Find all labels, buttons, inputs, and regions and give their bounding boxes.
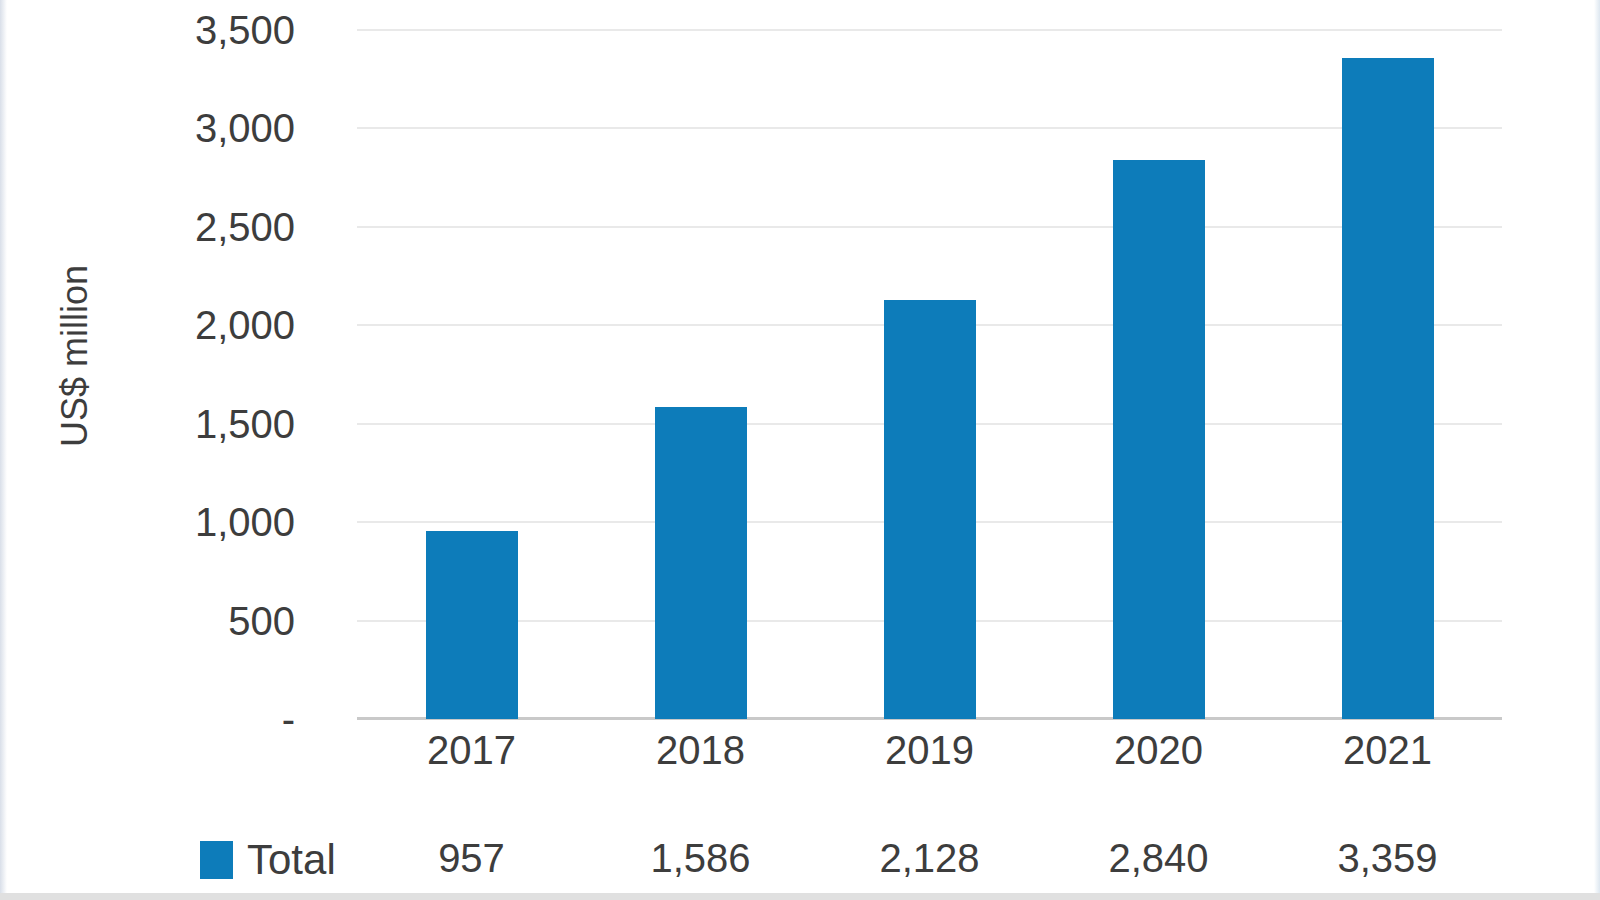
card-border-right (1594, 0, 1600, 900)
bar-2018 (655, 407, 747, 719)
bar-2020 (1113, 160, 1205, 719)
x-tick-label-2020: 2020 (1069, 726, 1249, 774)
legend-swatch-total (200, 841, 233, 879)
y-tick-label-1000: 1,000 (135, 498, 295, 546)
gridline-2500 (357, 226, 1502, 228)
card-border-bottom (0, 893, 1600, 900)
x-tick-label-2017: 2017 (382, 726, 562, 774)
y-tick-label-500: 500 (135, 597, 295, 645)
bar-2019 (884, 300, 976, 719)
table-value-2018: 1,586 (601, 834, 801, 882)
table-value-2017: 957 (372, 834, 572, 882)
table-value-2021: 3,359 (1288, 834, 1488, 882)
chart-card: US$ million - 500 1,000 1,500 2,000 2,500 3,00… (0, 0, 1600, 900)
x-tick-label-2021: 2021 (1298, 726, 1478, 774)
y-tick-label-0: - (135, 695, 295, 743)
y-tick-label-3000: 3,000 (135, 104, 295, 152)
y-tick-label-1500: 1,500 (135, 400, 295, 448)
bar-2021 (1342, 58, 1434, 719)
y-axis-title: US$ million (54, 265, 96, 447)
table-value-2019: 2,128 (830, 834, 1030, 882)
y-tick-label-2000: 2,000 (135, 301, 295, 349)
card-border-left (0, 0, 7, 900)
y-tick-label-2500: 2,500 (135, 203, 295, 251)
table-value-2020: 2,840 (1059, 834, 1259, 882)
gridline-3000 (357, 127, 1502, 129)
x-tick-label-2019: 2019 (840, 726, 1020, 774)
legend: Total (200, 836, 336, 884)
bar-2017 (426, 531, 518, 719)
x-tick-label-2018: 2018 (611, 726, 791, 774)
y-tick-label-3500: 3,500 (135, 6, 295, 54)
legend-label-total: Total (247, 836, 336, 884)
gridline-3500 (357, 29, 1502, 31)
